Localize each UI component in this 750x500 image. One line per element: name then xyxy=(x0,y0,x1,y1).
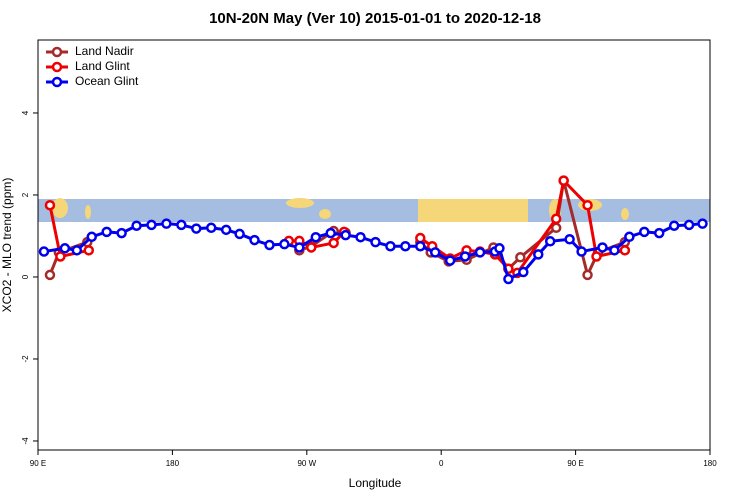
data-point xyxy=(515,252,526,263)
data-point xyxy=(582,199,593,211)
y-tick-label: -2 xyxy=(21,355,30,363)
data-point xyxy=(597,242,608,253)
data-point xyxy=(355,231,366,243)
data-point xyxy=(131,220,142,231)
data-point xyxy=(558,175,569,186)
data-point xyxy=(444,255,456,266)
x-tick-label: 180 xyxy=(703,459,717,468)
legend-marker xyxy=(51,46,63,58)
data-point xyxy=(474,247,486,258)
data-point xyxy=(370,236,381,248)
data-point xyxy=(220,224,232,236)
data-point xyxy=(71,245,83,256)
legend-marker xyxy=(51,61,63,73)
data-point xyxy=(591,251,602,262)
data-point xyxy=(340,229,351,241)
x-axis-label: Longitude xyxy=(349,476,402,490)
data-point xyxy=(191,223,202,234)
data-point xyxy=(564,234,575,245)
plot-frame xyxy=(37,39,711,451)
y-tick-label: -4 xyxy=(21,437,30,445)
x-tick-label: 90 W xyxy=(297,459,316,468)
data-point xyxy=(518,266,529,278)
y-tick-label: 0 xyxy=(21,274,30,279)
map-strip xyxy=(38,198,710,222)
data-point xyxy=(576,246,587,257)
data-point xyxy=(619,245,631,256)
data-point xyxy=(310,231,322,243)
data-point xyxy=(101,226,112,238)
data-point xyxy=(385,240,396,252)
data-point xyxy=(44,199,56,211)
data-point xyxy=(624,231,635,243)
data-point xyxy=(55,251,66,262)
data-point xyxy=(639,226,650,238)
x-tick-label: 90 E xyxy=(30,459,46,468)
data-point xyxy=(683,219,695,231)
data-point xyxy=(544,236,556,247)
data-point xyxy=(609,245,620,256)
data-point xyxy=(249,234,260,246)
data-point xyxy=(653,227,665,239)
data-point xyxy=(59,243,71,254)
series-line xyxy=(43,222,703,281)
data-point xyxy=(550,213,562,225)
data-point xyxy=(294,242,305,253)
data-point xyxy=(494,243,505,254)
data-point xyxy=(459,251,471,262)
chart-title: 10N-20N May (Ver 10) 2015-01-01 to 2020-… xyxy=(209,10,541,27)
y-axis-label: XCO2 - MLO trend (ppm) xyxy=(0,178,14,313)
data-point xyxy=(415,240,426,252)
legend-label: Land Glint xyxy=(75,59,130,73)
data-point xyxy=(429,247,441,258)
data-point xyxy=(116,227,127,239)
x-tick-label: 90 E xyxy=(567,459,583,468)
data-point xyxy=(44,269,56,281)
data-point xyxy=(38,246,50,257)
data-point xyxy=(503,273,514,285)
x-tick-label: 0 xyxy=(439,459,444,468)
data-point xyxy=(415,232,426,244)
data-point xyxy=(264,239,275,251)
data-point xyxy=(146,219,157,231)
legend-marker xyxy=(51,76,63,88)
data-point xyxy=(325,227,336,239)
data-point xyxy=(279,238,290,250)
data-point xyxy=(306,242,317,253)
x-tick-label: 180 xyxy=(166,459,180,468)
data-point xyxy=(86,231,98,243)
data-point xyxy=(533,249,544,260)
data-point xyxy=(400,240,411,252)
data-point xyxy=(83,245,95,256)
data-point xyxy=(205,222,217,234)
y-tick-label: 2 xyxy=(21,192,30,197)
data-point xyxy=(328,237,339,249)
data-point xyxy=(161,218,172,229)
y-tick-label: 4 xyxy=(21,110,30,115)
legend-label: Ocean Glint xyxy=(75,74,139,88)
legend-label: Land Nadir xyxy=(75,44,134,58)
data-point xyxy=(234,228,245,240)
data-point xyxy=(582,269,593,281)
data-point xyxy=(668,220,680,231)
data-point xyxy=(697,218,708,229)
data-point xyxy=(176,219,187,231)
